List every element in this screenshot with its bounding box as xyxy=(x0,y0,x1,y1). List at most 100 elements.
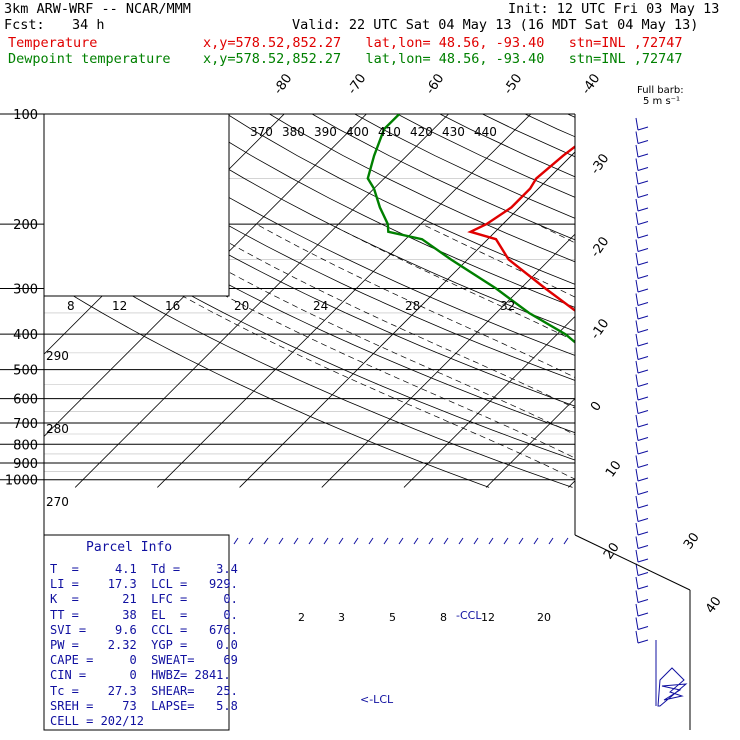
parcel-row: T = 4.1 Td = 3.4 xyxy=(50,562,238,576)
wind-barb xyxy=(635,144,639,158)
wind-barb xyxy=(635,576,639,590)
temperature-tick-label: 10 xyxy=(603,458,625,480)
temperature-tick-label: -30 xyxy=(588,151,612,177)
mixing-ratio-label: 3 xyxy=(338,611,345,624)
dry-adiabat xyxy=(141,114,575,332)
wind-barb-flag xyxy=(637,437,649,441)
pressure-tick-label: 1000 xyxy=(5,474,38,489)
speed-scale-label: 12 xyxy=(112,299,127,313)
wind-barb-flag xyxy=(637,329,649,333)
wind-barb-flag xyxy=(637,639,649,644)
dry-adiabat xyxy=(481,114,575,158)
parcel-panel xyxy=(43,534,230,731)
wind-barb-flag xyxy=(637,504,649,509)
wind-barb-flag xyxy=(637,315,649,320)
theta-tick-label: 430 xyxy=(442,125,465,139)
wind-barb-flag xyxy=(637,626,649,630)
dry-adiabat xyxy=(268,114,575,263)
wind-barb xyxy=(383,537,389,545)
dry-adiabat xyxy=(55,114,575,381)
wind-barb xyxy=(263,537,269,545)
parcel-row: SVI = 9.6 CCL = 676. xyxy=(50,622,238,637)
temperature-tick-label: -10 xyxy=(588,316,612,342)
pressure-tick-label: 200 xyxy=(13,218,38,233)
pressure-tick-label: 400 xyxy=(13,328,38,343)
moist-adiabat xyxy=(196,223,575,409)
wind-barb xyxy=(503,537,509,545)
wind-barb xyxy=(635,590,639,603)
theta-tick-label: 410 xyxy=(378,125,401,139)
wind-barb-flag xyxy=(637,383,649,387)
wind-barb xyxy=(233,537,239,545)
wind-barb xyxy=(353,537,359,545)
dry-adiabat xyxy=(613,97,740,487)
wind-barb xyxy=(398,537,404,545)
theta-left-label: 270 xyxy=(46,495,69,509)
moist-adiabat xyxy=(256,223,575,378)
wind-barb-flag xyxy=(637,572,649,576)
temperature-tick-label: 30 xyxy=(681,530,703,552)
wind-barb xyxy=(635,171,639,185)
mixing-ratio-label: 20 xyxy=(537,611,551,624)
isotherm-line xyxy=(403,315,575,488)
wind-barb-flag xyxy=(637,288,649,293)
moist-adiabat xyxy=(64,223,575,480)
wind-barb-flag xyxy=(637,464,649,468)
temperature-tick-label: -50 xyxy=(501,71,525,97)
wind-barb-flag xyxy=(637,275,649,279)
wind-barb xyxy=(635,630,639,644)
moist-adiabat xyxy=(536,223,575,244)
dewpoint-info: x,y=578.52,852.27 lat,lon= 48.56, -93.40… xyxy=(203,51,683,67)
wind-barb-flag xyxy=(637,356,649,360)
wind-barb xyxy=(635,563,639,576)
wind-barb-flag xyxy=(637,477,649,482)
wind-barb xyxy=(518,537,524,545)
wind-barb-flag xyxy=(637,261,649,266)
speed-scale-label: 28 xyxy=(405,299,420,313)
dry-adiabat xyxy=(183,114,575,308)
isotherm-line xyxy=(568,480,575,488)
temperature-tick-label: -40 xyxy=(579,71,603,97)
wind-barb xyxy=(563,537,569,545)
dry-adiabat xyxy=(226,114,575,285)
lcl-annotation: <-LCL xyxy=(360,693,394,706)
pressure-tick-label: 800 xyxy=(13,438,38,453)
model-title: 3km ARW-WRF -- NCAR/MMM xyxy=(4,1,191,17)
wind-barb xyxy=(635,185,639,198)
wind-barb xyxy=(368,537,374,545)
wind-barb-flag xyxy=(637,153,649,158)
temperature-tick-label: -60 xyxy=(423,71,447,97)
wind-barb-flag xyxy=(637,545,649,549)
parcel-row: TT = 38 EL = 0. xyxy=(50,607,238,622)
theta-tick-label: 390 xyxy=(314,125,337,139)
temperature-tick-label: 20 xyxy=(601,540,623,562)
speed-scale-label: 32 xyxy=(500,299,515,313)
wind-barb xyxy=(443,537,449,545)
wind-barb xyxy=(635,198,639,212)
parcel-row: CIN = 0 HWBZ= 2841. xyxy=(50,668,231,683)
parcel-row: LI = 17.3 LCL = 929. xyxy=(50,577,238,592)
parcel-row: SREH = 73 LAPSE= 5.8 xyxy=(50,698,238,713)
temperature-curve xyxy=(467,145,575,312)
wind-barb xyxy=(293,537,299,545)
wind-barb xyxy=(635,239,639,252)
isotherm-line xyxy=(239,151,575,488)
dry-adiabat xyxy=(655,97,740,487)
dry-adiabat xyxy=(44,137,575,407)
wind-barb-flag xyxy=(637,194,649,198)
wind-barb xyxy=(338,537,344,545)
wind-barb-flag xyxy=(637,531,649,536)
wind-barb xyxy=(635,131,639,144)
wind-barb-flag xyxy=(637,423,649,428)
wind-barb xyxy=(635,279,639,293)
wind-barb xyxy=(635,266,639,279)
wind-barb-flag xyxy=(637,221,649,225)
theta-left-label: 290 xyxy=(46,349,69,363)
wind-barb xyxy=(635,333,639,347)
wind-barb-flag xyxy=(637,558,649,563)
wind-barb xyxy=(635,509,639,522)
parcel-row: K = 21 LFC = 0. xyxy=(50,592,238,607)
hodograph-box xyxy=(43,113,230,297)
pressure-tick-label: 100 xyxy=(13,108,38,123)
dry-adiabat xyxy=(353,114,575,219)
